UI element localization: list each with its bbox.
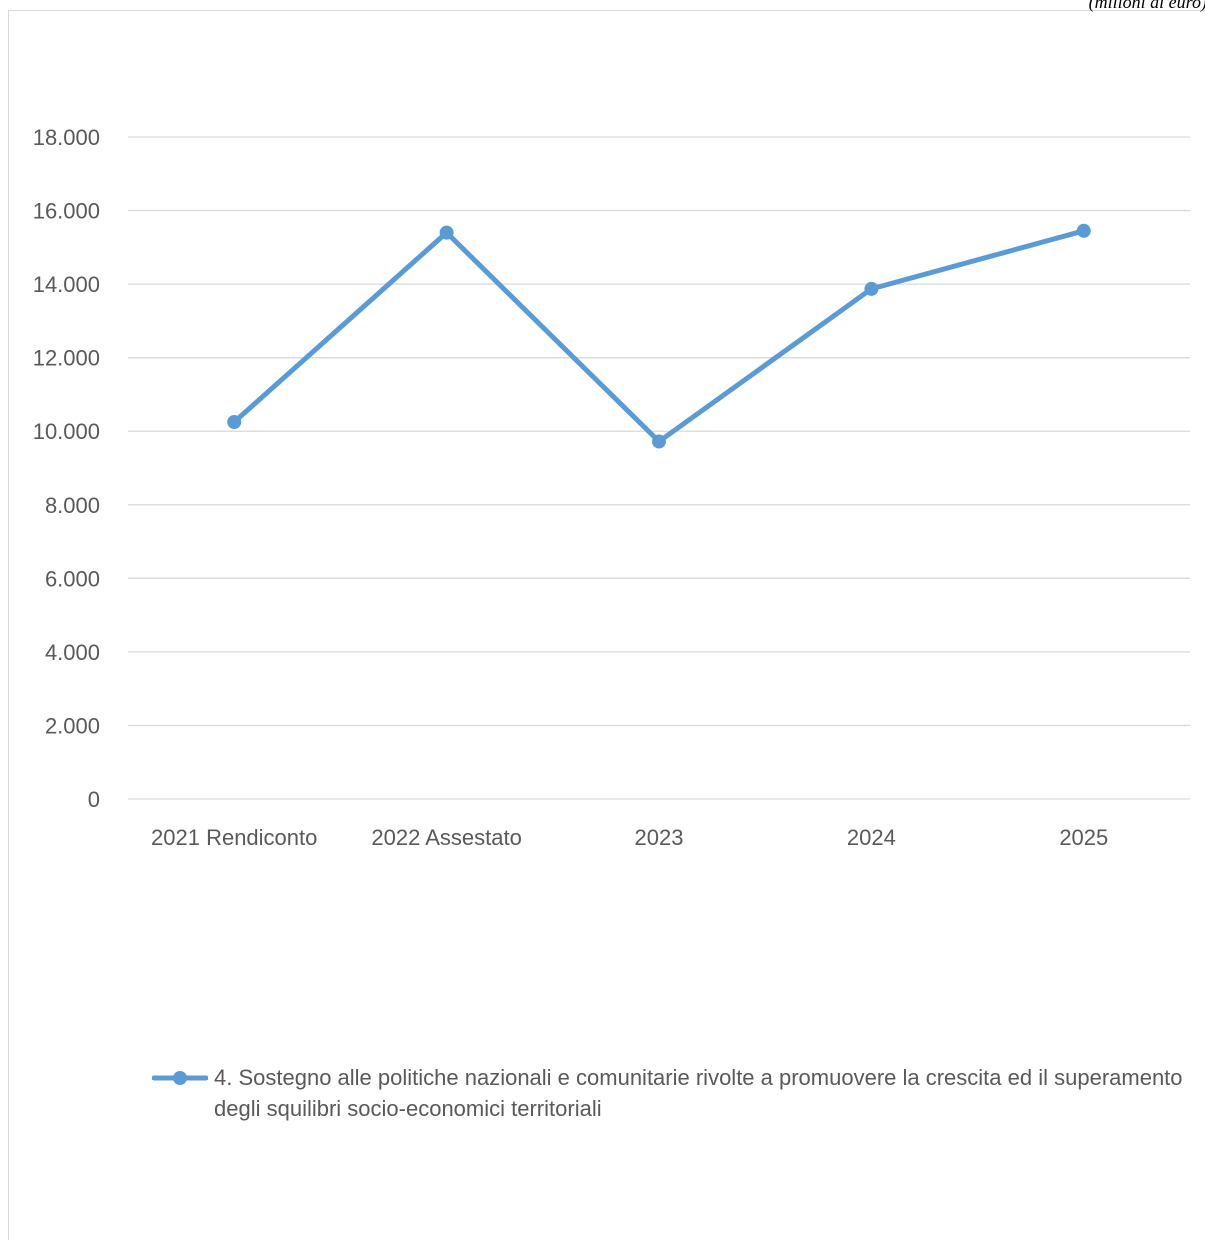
chart-area <box>8 10 1205 1240</box>
y-tick-label: 6.000 <box>45 566 100 591</box>
x-tick-label: 2022 Assestato <box>371 825 521 850</box>
gridlines <box>128 136 1190 800</box>
y-tick-label: 16.000 <box>33 199 100 224</box>
series-layer <box>227 223 1091 449</box>
data-point <box>439 225 454 240</box>
x-tick-label: 2023 <box>635 825 684 850</box>
legend-label: 4. Sostegno alle politiche nazionali e c… <box>214 1065 1183 1121</box>
y-axis-ticks: 0 2.000 4.000 6.000 8.000 10.000 12.000 14.000 1… <box>33 125 100 812</box>
y-tick-label: 0 <box>88 787 100 812</box>
x-tick-label: 2025 <box>1059 825 1108 850</box>
y-tick-label: 18.000 <box>33 125 100 150</box>
data-point <box>864 281 879 296</box>
legend: 4. Sostegno alle politiche nazionali e c… <box>152 1062 1192 1124</box>
data-point <box>652 434 666 449</box>
y-tick-label: 2.000 <box>45 713 100 738</box>
y-tick-label: 12.000 <box>33 346 100 371</box>
y-tick-label: 14.000 <box>33 272 100 297</box>
unit-note: (milioni di euro) <box>1088 0 1205 12</box>
y-tick-label: 4.000 <box>45 640 100 665</box>
x-axis-ticks: 2021 Rendiconto 2022 Assestato 2023 2024 202… <box>151 825 1108 850</box>
data-point <box>1076 223 1091 238</box>
x-tick-label: 2021 Rendiconto <box>151 825 317 850</box>
y-tick-label: 10.000 <box>33 419 100 444</box>
series-line <box>231 228 1087 445</box>
legend-line-marker-icon <box>152 1071 208 1085</box>
data-point <box>227 415 242 430</box>
x-tick-label: 2024 <box>847 825 896 850</box>
y-tick-label: 8.000 <box>45 493 100 518</box>
